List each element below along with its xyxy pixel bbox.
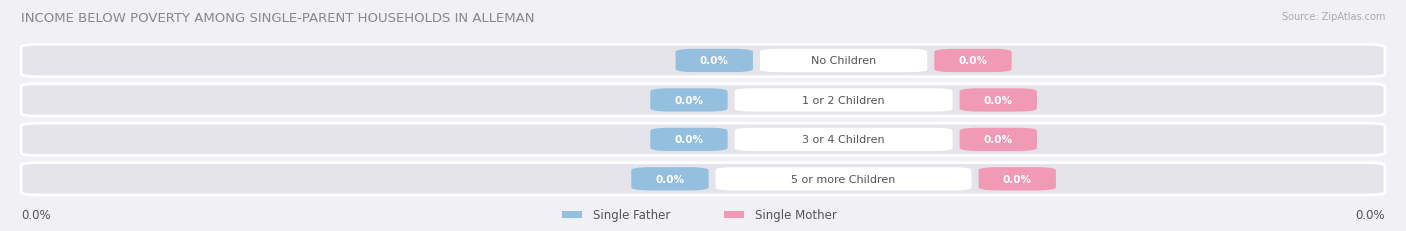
Text: Source: ZipAtlas.com: Source: ZipAtlas.com — [1281, 12, 1385, 21]
FancyBboxPatch shape — [960, 89, 1038, 112]
Text: Single Father: Single Father — [593, 208, 671, 221]
Text: 0.0%: 0.0% — [984, 135, 1012, 145]
FancyBboxPatch shape — [562, 211, 582, 218]
FancyBboxPatch shape — [21, 163, 1385, 195]
Text: No Children: No Children — [811, 56, 876, 66]
Text: 0.0%: 0.0% — [21, 208, 51, 221]
Text: 0.0%: 0.0% — [1355, 208, 1385, 221]
Text: 0.0%: 0.0% — [984, 95, 1012, 106]
FancyBboxPatch shape — [650, 128, 728, 151]
FancyBboxPatch shape — [759, 50, 928, 73]
Text: 3 or 4 Children: 3 or 4 Children — [803, 135, 884, 145]
Text: INCOME BELOW POVERTY AMONG SINGLE-PARENT HOUSEHOLDS IN ALLEMAN: INCOME BELOW POVERTY AMONG SINGLE-PARENT… — [21, 12, 534, 24]
Text: 0.0%: 0.0% — [675, 95, 703, 106]
Text: 0.0%: 0.0% — [959, 56, 987, 66]
FancyBboxPatch shape — [21, 124, 1385, 156]
Text: 0.0%: 0.0% — [1002, 174, 1032, 184]
Text: 1 or 2 Children: 1 or 2 Children — [803, 95, 884, 106]
FancyBboxPatch shape — [960, 128, 1038, 151]
Text: Single Mother: Single Mother — [755, 208, 837, 221]
FancyBboxPatch shape — [675, 50, 754, 73]
FancyBboxPatch shape — [21, 45, 1385, 77]
FancyBboxPatch shape — [631, 167, 709, 191]
Text: 0.0%: 0.0% — [675, 135, 703, 145]
FancyBboxPatch shape — [934, 50, 1012, 73]
FancyBboxPatch shape — [21, 84, 1385, 117]
FancyBboxPatch shape — [716, 167, 972, 191]
FancyBboxPatch shape — [734, 128, 953, 151]
FancyBboxPatch shape — [979, 167, 1056, 191]
FancyBboxPatch shape — [734, 89, 953, 112]
FancyBboxPatch shape — [650, 89, 728, 112]
Text: 0.0%: 0.0% — [700, 56, 728, 66]
FancyBboxPatch shape — [724, 211, 744, 218]
Text: 5 or more Children: 5 or more Children — [792, 174, 896, 184]
Text: 0.0%: 0.0% — [655, 174, 685, 184]
